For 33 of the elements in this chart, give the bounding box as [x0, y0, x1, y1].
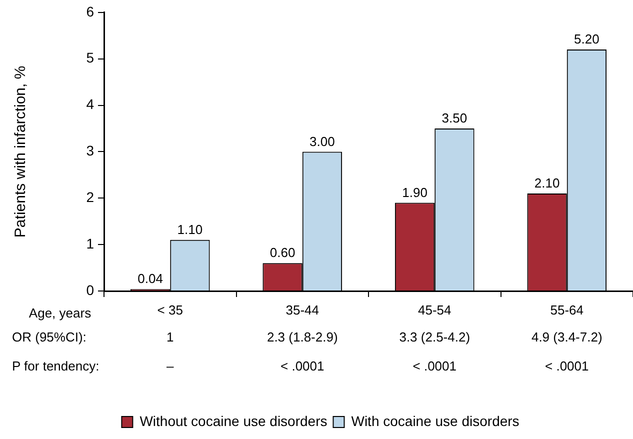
- data-label: 5.20: [574, 32, 600, 47]
- text: OR (95%CI):: [12, 330, 86, 345]
- x-tick-label: < 35: [157, 302, 183, 318]
- text: –: [166, 358, 175, 374]
- x-tick-label: 55-64: [550, 302, 584, 318]
- data-label: 0.04: [138, 271, 163, 286]
- text: < .0001: [280, 358, 324, 374]
- x-tick-label: 35-44: [286, 302, 319, 318]
- x-tick-label: 45-54: [418, 302, 452, 318]
- data-label: 1.10: [177, 222, 203, 237]
- y-tick-label: 5: [86, 50, 94, 66]
- y-tick-label: 6: [86, 3, 94, 20]
- x-axis-title: Age, years: [28, 306, 92, 321]
- data-label: 0.60: [270, 245, 296, 260]
- y-tick-label: 2: [86, 188, 94, 205]
- legend-label: Without cocaine use disorders: [140, 412, 328, 429]
- y-tick-label: 3: [86, 142, 94, 159]
- text: 2.3 (1.8-2.9): [266, 330, 338, 345]
- text: < .0001: [412, 358, 456, 374]
- data-label: 3.00: [310, 134, 335, 149]
- text: 4.9 (3.4-7.2): [531, 330, 602, 345]
- y-tick-label: 4: [86, 96, 94, 112]
- legend-label: With cocaine use disorders: [351, 412, 520, 429]
- y-tick-label: 0: [86, 282, 94, 298]
- data-label: 3.50: [442, 110, 468, 126]
- text: < .0001: [545, 358, 589, 374]
- text: P for tendency:: [12, 358, 100, 374]
- text: 1: [166, 330, 174, 345]
- y-axis-title: Patients with infarction, %: [12, 66, 30, 238]
- data-label: 1.90: [402, 184, 428, 200]
- text: 3.3 (2.5-4.2): [399, 330, 470, 345]
- y-tick-label: 1: [86, 235, 94, 252]
- data-label: 2.10: [534, 176, 560, 191]
